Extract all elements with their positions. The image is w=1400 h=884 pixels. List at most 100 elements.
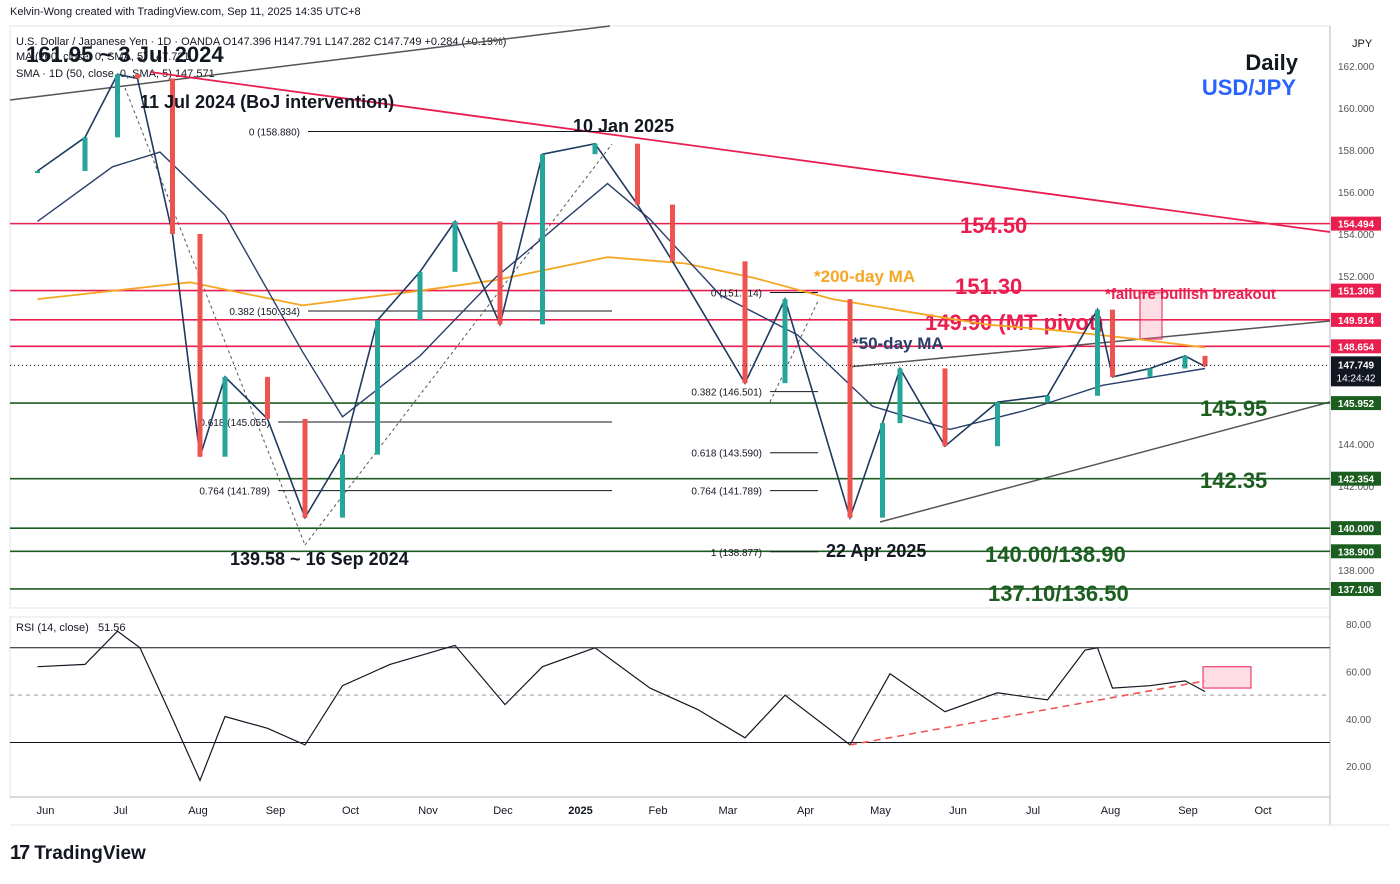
price-candle xyxy=(302,418,308,518)
price-candle xyxy=(880,423,885,518)
price-candle xyxy=(592,143,598,155)
instrument-line: U.S. Dollar / Japanese Yen · 1D · OANDA … xyxy=(16,36,506,48)
price-candle xyxy=(497,221,503,325)
fib-label: 0.618 (143.590) xyxy=(691,449,762,460)
rsi-value: 51.56 xyxy=(98,622,126,634)
price-candle xyxy=(1095,309,1100,396)
level-axis-tag xyxy=(1331,581,1381,596)
price-candle xyxy=(135,74,140,79)
price-line xyxy=(37,73,1206,521)
rsi-pane xyxy=(9,616,1331,798)
level-label: 142.35 xyxy=(1200,468,1267,493)
price-candle xyxy=(170,78,175,235)
price-tick-label: 158.000 xyxy=(1338,146,1375,157)
price-tick-label: 154.000 xyxy=(1338,230,1375,241)
chart-annotation: 139.58 ~ 16 Sep 2024 xyxy=(230,549,409,569)
price-tick-label: 160.000 xyxy=(1338,104,1375,115)
price-candle xyxy=(635,143,640,205)
level-axis-tag xyxy=(1331,283,1381,298)
level-label: 140.00/138.90 xyxy=(985,542,1126,567)
level-axis-tag xyxy=(1331,339,1381,354)
rsi-tick-label: 60.00 xyxy=(1346,667,1371,678)
chart-annotation: *200-day MA xyxy=(814,267,915,286)
price-candle xyxy=(897,368,903,424)
chart-annotation: 11 Jul 2024 (BoJ intervention) xyxy=(140,92,394,112)
price-candle xyxy=(265,376,270,419)
rsi-highlight-box xyxy=(1202,666,1252,689)
price-candle xyxy=(452,221,458,272)
price-candle xyxy=(1182,355,1188,369)
price-candle xyxy=(782,299,788,384)
level-axis-label: 142.354 xyxy=(1338,475,1375,486)
level-axis-tag xyxy=(1331,312,1381,327)
price-candle xyxy=(1202,355,1208,367)
level-label: 145.95 xyxy=(1200,396,1267,421)
fib-leg-up xyxy=(304,143,613,546)
trendline-channel-bottom xyxy=(879,401,1331,523)
time-tick-label: 2025 xyxy=(568,805,592,817)
chart-annotation: *50-day MA xyxy=(852,334,944,353)
level-axis-label: 149.914 xyxy=(1338,316,1375,327)
level-axis-tag xyxy=(1331,521,1381,536)
level-axis-tag xyxy=(1331,396,1381,411)
last-price-label: 147.749 xyxy=(1338,360,1375,371)
price-tick-label: 142.000 xyxy=(1338,482,1375,493)
time-tick-label: Jul xyxy=(113,805,127,817)
fib-label: 0.764 (141.789) xyxy=(199,487,270,498)
price-candle xyxy=(942,368,948,447)
fib-label: 0 (151.214) xyxy=(711,289,762,300)
price-candle xyxy=(197,234,203,457)
level-axis-tag xyxy=(1331,544,1381,559)
level-label: 137.10/136.50 xyxy=(988,581,1129,606)
level-axis-label: 140.000 xyxy=(1338,524,1375,535)
price-tick-label: 152.000 xyxy=(1338,272,1375,283)
time-tick-label: Oct xyxy=(342,805,359,817)
rsi-tick-label: 40.00 xyxy=(1346,715,1371,726)
price-tick-label: 156.000 xyxy=(1338,188,1375,199)
sma50-legend: SMA · 1D (50, close, 0, SMA, 5) 147.571 xyxy=(16,68,215,80)
level-label: 154.50 xyxy=(960,213,1027,238)
currency-label: JPY xyxy=(1352,38,1373,50)
time-tick-label: Jun xyxy=(37,805,55,817)
level-label: 149.90 (MT pivot) xyxy=(925,310,1103,335)
price-tick-label: 138.000 xyxy=(1338,566,1375,577)
fib-label: 1 (138.877) xyxy=(711,548,762,559)
time-tick-label: Sep xyxy=(266,805,286,817)
level-axis-label: 138.900 xyxy=(1338,547,1375,558)
price-candle xyxy=(35,170,40,173)
chart-annotation: 10 Jan 2025 xyxy=(573,116,674,136)
price-candle xyxy=(1045,395,1050,403)
price-candle xyxy=(375,320,380,455)
fib-label: 0.618 (145.055) xyxy=(199,418,270,429)
price-candle xyxy=(340,454,345,518)
rsi-trendline xyxy=(849,680,1206,746)
trendline-channel-top xyxy=(847,320,1331,368)
tradingview-mark-icon: 17 xyxy=(10,842,30,864)
time-tick-label: Jun xyxy=(949,805,967,817)
fib-label: 0.764 (141.789) xyxy=(691,487,762,498)
time-tick-label: Feb xyxy=(649,805,668,817)
level-axis-tag xyxy=(1331,216,1381,231)
trendline-major-resistance xyxy=(149,71,1331,233)
rsi-tick-label: 80.00 xyxy=(1346,620,1371,631)
symbol-title: USD/JPY xyxy=(1202,75,1296,100)
level-axis-label: 154.494 xyxy=(1338,220,1375,231)
price-candle xyxy=(82,137,88,171)
price-candle xyxy=(115,74,120,138)
chart-annotation: 22 Apr 2025 xyxy=(826,541,926,561)
price-candle xyxy=(995,402,1000,447)
time-tick-label: Mar xyxy=(719,805,738,817)
fib-leg-right xyxy=(769,300,819,403)
chart-annotation: 161.95 ~ 3 Jul 2024 xyxy=(26,42,224,67)
time-tick-label: Jul xyxy=(1026,805,1040,817)
tradingview-logo[interactable]: 17 TradingView xyxy=(10,842,146,865)
rsi-title: RSI (14, close) xyxy=(16,622,89,634)
level-axis-label: 151.306 xyxy=(1338,287,1375,298)
fib-label: 0 (158.880) xyxy=(249,127,300,138)
breakout-highlight-box xyxy=(1139,292,1163,340)
fib-leg-left xyxy=(124,87,306,546)
time-tick-label: Aug xyxy=(1101,805,1121,817)
ma200-legend: MA (200, close, 0, SMA, 5) 147.721 xyxy=(16,51,190,63)
level-axis-label: 145.952 xyxy=(1338,399,1375,410)
